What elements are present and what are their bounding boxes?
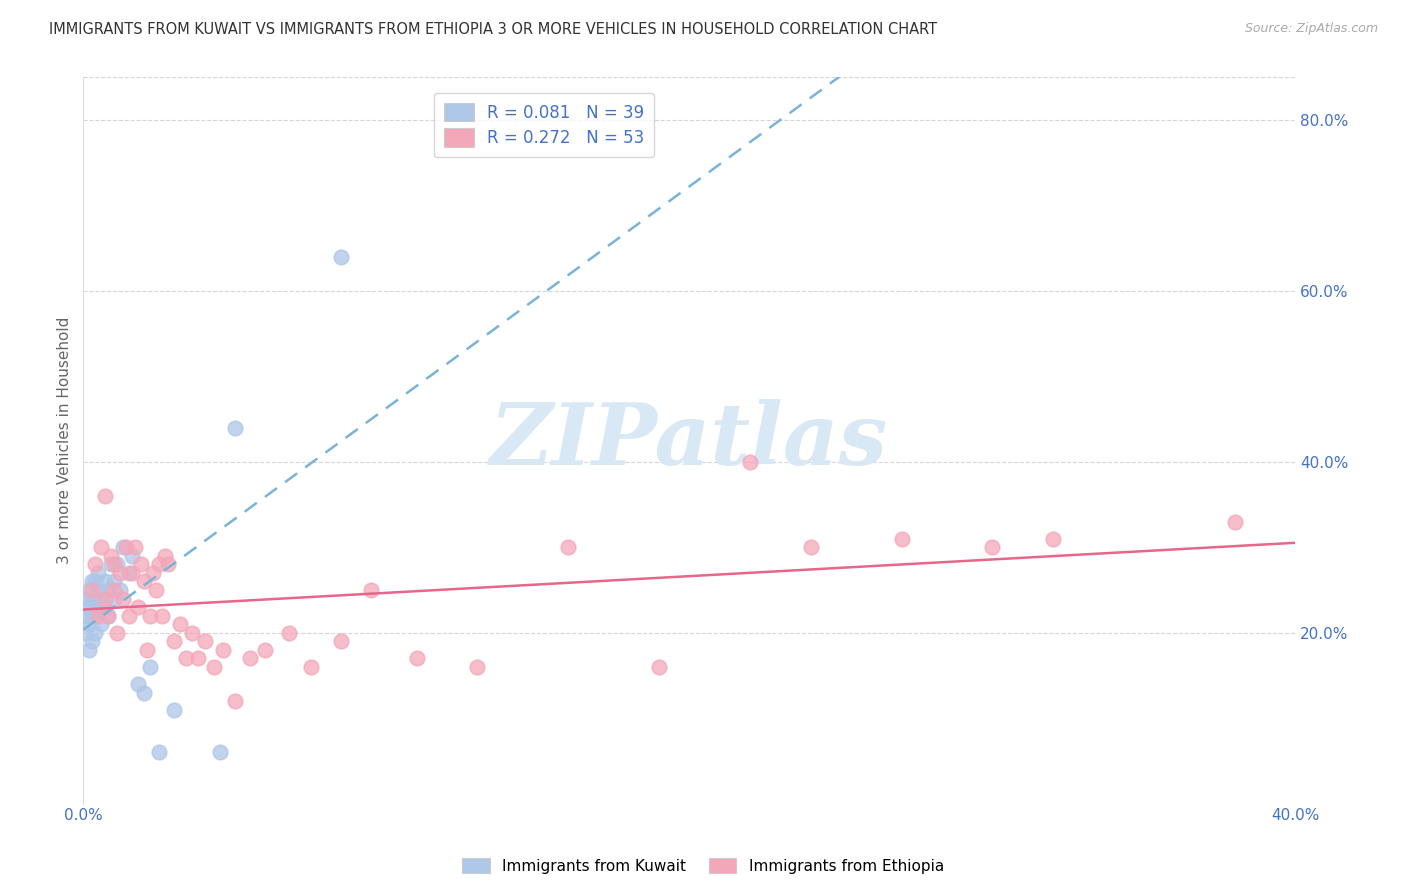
Point (557, 541, 579, 555)
Point (153, 549, 176, 563)
Point (181, 625, 204, 640)
Point (90, 541, 112, 555)
Point (145, 582, 167, 597)
Point (132, 574, 155, 589)
Point (103, 574, 125, 589)
Point (114, 541, 136, 555)
Legend: R = 0.081   N = 39, R = 0.272   N = 53: R = 0.081 N = 39, R = 0.272 N = 53 (433, 93, 654, 157)
Point (103, 591, 125, 606)
Point (142, 566, 165, 580)
Point (148, 558, 170, 572)
Point (96, 582, 118, 597)
Point (163, 634, 186, 648)
Point (84, 625, 107, 640)
Point (87, 582, 110, 597)
Point (82, 574, 104, 589)
Point (75, 625, 97, 640)
Legend: Immigrants from Kuwait, Immigrants from Ethiopia: Immigrants from Kuwait, Immigrants from … (456, 852, 950, 880)
Point (157, 558, 180, 572)
Point (118, 608, 141, 623)
Point (121, 566, 143, 580)
Point (800, 541, 823, 555)
Point (465, 660, 488, 674)
Point (93, 489, 115, 503)
Point (136, 643, 159, 657)
Point (254, 643, 277, 657)
Point (139, 608, 162, 623)
Point (405, 651, 427, 665)
Point (84, 558, 107, 572)
Point (329, 634, 352, 648)
Point (90, 591, 112, 606)
Point (129, 558, 152, 572)
Point (163, 703, 186, 717)
Point (176, 651, 198, 665)
Point (118, 566, 141, 580)
Point (105, 625, 128, 640)
Point (239, 651, 262, 665)
Point (87, 608, 110, 623)
Point (93, 600, 115, 615)
Point (111, 541, 134, 555)
Point (648, 660, 671, 674)
Point (150, 608, 173, 623)
Point (87, 608, 110, 623)
Point (139, 660, 162, 674)
Point (124, 541, 146, 555)
Point (132, 685, 155, 699)
Point (208, 745, 231, 759)
Point (75, 608, 97, 623)
Point (93, 591, 115, 606)
Point (329, 250, 352, 264)
Point (93, 574, 115, 589)
Point (148, 745, 170, 759)
Point (738, 455, 761, 469)
Point (193, 634, 215, 648)
Point (299, 660, 322, 674)
Point (82, 634, 104, 648)
Point (360, 582, 382, 597)
Point (1223, 515, 1246, 529)
Point (79, 617, 101, 632)
Text: ZIPatlas: ZIPatlas (491, 399, 889, 483)
Point (105, 558, 128, 572)
Point (169, 617, 191, 632)
Point (187, 651, 209, 665)
Point (1042, 532, 1064, 546)
Point (202, 660, 225, 674)
Text: Source: ZipAtlas.com: Source: ZipAtlas.com (1244, 22, 1378, 36)
Point (224, 421, 246, 435)
Point (224, 694, 246, 708)
Point (121, 549, 143, 563)
Point (84, 600, 107, 615)
Point (103, 558, 125, 572)
Point (890, 532, 912, 546)
Point (96, 608, 118, 623)
Text: IMMIGRANTS FROM KUWAIT VS IMMIGRANTS FROM ETHIOPIA 3 OR MORE VEHICLES IN HOUSEHO: IMMIGRANTS FROM KUWAIT VS IMMIGRANTS FRO… (49, 22, 938, 37)
Point (211, 643, 233, 657)
Point (127, 677, 149, 691)
Point (278, 625, 301, 640)
Point (79, 643, 101, 657)
Point (75, 591, 97, 606)
Point (100, 549, 122, 563)
Point (103, 582, 125, 597)
Point (100, 558, 122, 572)
Point (111, 591, 134, 606)
Point (90, 617, 112, 632)
Point (79, 600, 101, 615)
Point (108, 582, 131, 597)
Point (84, 574, 107, 589)
Point (108, 566, 131, 580)
Point (82, 608, 104, 623)
Point (96, 608, 118, 623)
Point (87, 566, 110, 580)
Point (127, 600, 149, 615)
Point (79, 582, 101, 597)
Y-axis label: 3 or more Vehicles in Household: 3 or more Vehicles in Household (58, 317, 72, 565)
Point (82, 582, 104, 597)
Point (82, 591, 104, 606)
Point (981, 541, 1004, 555)
